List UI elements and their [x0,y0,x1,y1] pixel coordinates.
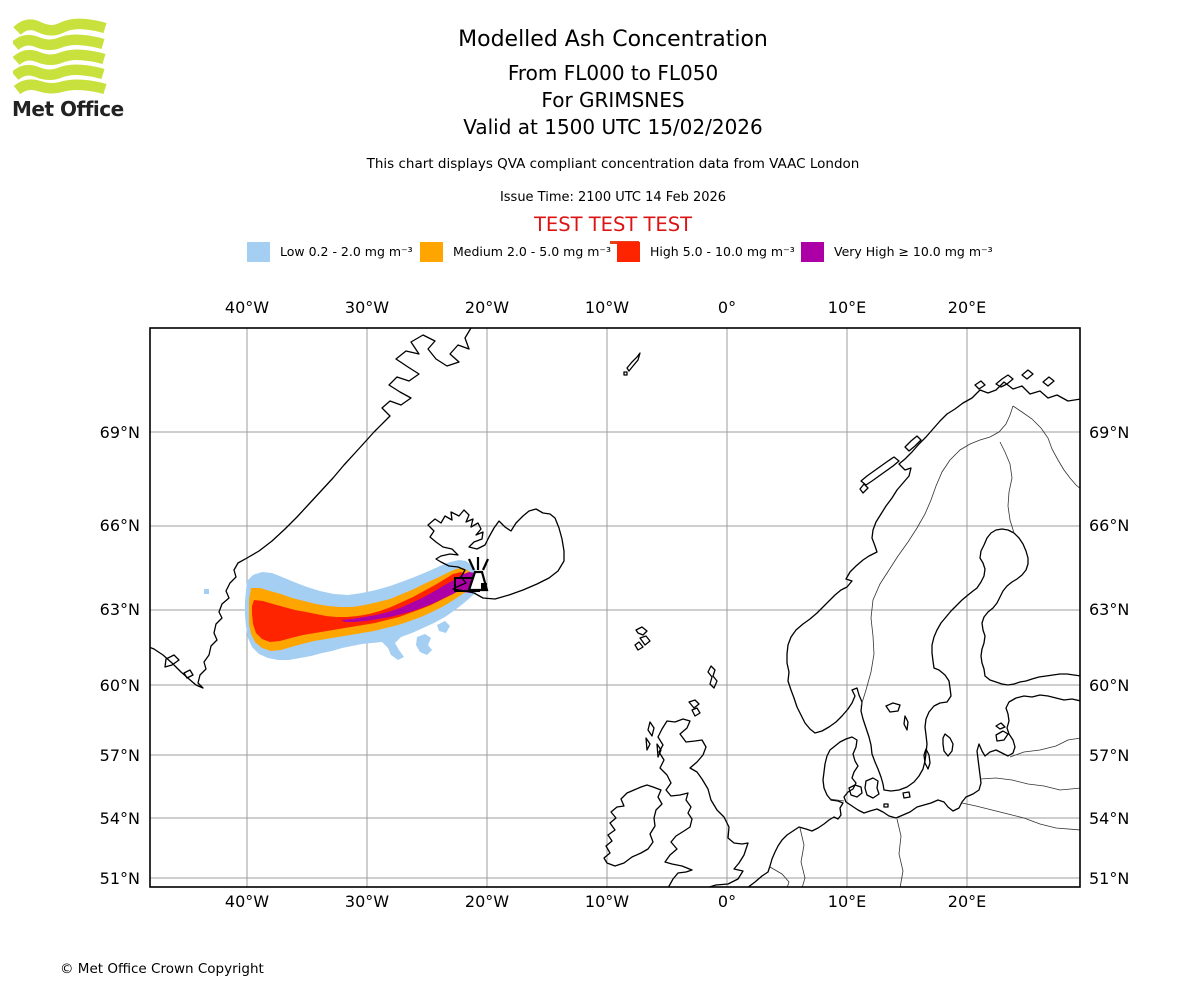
copyright-notice: © Met Office Crown Copyright [60,961,264,977]
graticule-grid [150,328,1080,887]
legend-swatch-high [617,242,640,262]
flight-level-subtitle: From FL000 to FL050 [507,61,719,85]
volcano-subtitle: For GRIMSNES [541,88,685,112]
y-tick-right-66n: 66°N [1089,516,1130,535]
test-banner: TEST TEST TEST [534,213,692,236]
y-tick-right-63n: 63°N [1089,600,1130,619]
legend-label-high: High 5.0 - 10.0 mg m⁻³ [650,244,795,259]
y-tick-right-60n: 60°N [1089,676,1130,695]
volcano-icon [454,557,490,592]
legend-item-very-high: Very High ≥ 10.0 mg m⁻³ [801,242,993,262]
y-tick-right-57n: 57°N [1089,746,1130,765]
qva-description: This chart displays QVA compliant concen… [366,156,860,172]
x-tick-top-10e: 10°E [827,298,867,317]
coastlines [150,328,1080,887]
x-tick-top-30w: 30°W [344,298,390,317]
map-frame [149,327,1081,888]
legend-item-high: High 5.0 - 10.0 mg m⁻³ [617,242,795,262]
met-office-logo-icon [13,18,107,95]
x-tick-top-20e: 20°E [947,298,987,317]
issue-time: Issue Time: 2100 UTC 14 Feb 2026 [499,190,727,205]
legend-label-medium: Medium 2.0 - 5.0 mg m⁻³ [453,244,612,259]
x-tick-bottom-30w: 30°W [344,892,390,911]
y-tick-left-54n: 54°N [99,809,140,828]
legend-swatch-low [247,242,270,262]
x-tick-bottom-10e: 10°E [827,892,867,911]
x-tick-top-20w: 20°W [464,298,510,317]
legend-swatch-medium [420,242,443,262]
x-tick-top-0: 0° [717,298,737,317]
y-tick-left-51n: 51°N [99,869,140,888]
y-tick-left-57n: 57°N [99,746,140,765]
x-tick-bottom-10w: 10°W [584,892,630,911]
ash-map [149,327,1081,888]
ash-plume-high [252,572,470,642]
x-tick-bottom-20w: 20°W [464,892,510,911]
y-tick-left-63n: 63°N [99,600,140,619]
y-tick-left-66n: 66°N [99,516,140,535]
legend-swatch-very-high [801,242,824,262]
y-tick-right-69n: 69°N [1089,423,1130,442]
valid-time-subtitle: Valid at 1500 UTC 15/02/2026 [463,115,763,139]
y-tick-right-51n: 51°N [1089,869,1130,888]
logo-text: Met Office [12,97,124,121]
page-title: Modelled Ash Concentration [458,27,768,52]
x-tick-top-10w: 10°W [584,298,630,317]
legend-item-low: Low 0.2 - 2.0 mg m⁻³ [247,242,413,262]
x-tick-bottom-20e: 20°E [947,892,987,911]
x-tick-bottom-40w: 40°W [224,892,270,911]
y-tick-left-60n: 60°N [99,676,140,695]
legend-item-medium: Medium 2.0 - 5.0 mg m⁻³ [420,242,611,262]
x-tick-top-40w: 40°W [224,298,270,317]
x-tick-bottom-0: 0° [717,892,737,911]
y-tick-left-69n: 69°N [99,423,140,442]
y-tick-right-54n: 54°N [1089,809,1130,828]
legend-label-very-high: Very High ≥ 10.0 mg m⁻³ [834,244,993,259]
legend-label-low: Low 0.2 - 2.0 mg m⁻³ [280,244,413,259]
country-borders [769,405,1080,887]
